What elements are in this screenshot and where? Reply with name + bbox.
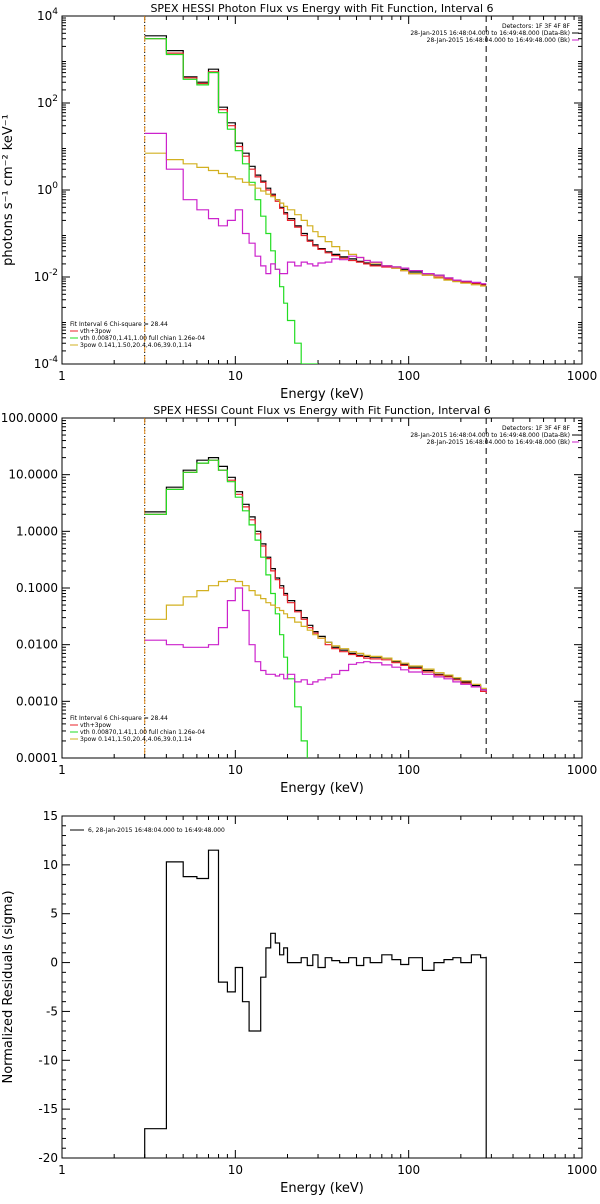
y-tick-label: 0.0100 [16,638,58,652]
fit-info-text: 3pow 0.141,1.50,20.4,4.06,39.0,1.14 [80,736,192,743]
plot-frame [61,417,583,759]
count-flux-chart: SPEX HESSI Count Flux vs Energy with Fit… [1,404,598,796]
series-line [144,459,308,758]
y-tick-label: 0 [50,956,58,970]
series-line [144,457,487,692]
y-axis-label: photons s⁻¹ cm⁻² keV⁻¹ [1,114,16,266]
fit-info-text: Fit Interval 6 Chi-square = 28.44 [70,321,168,328]
y-tick-label: 10-4 [34,355,59,371]
x-tick-label: 1 [58,763,66,777]
series-group [144,849,487,1158]
series-group [144,35,487,364]
fit-info-text: vth 0.00870,1.41,1.00 full chian 1.26e-0… [80,335,205,342]
y-tick-label: 10.0000 [8,468,58,482]
fit-info-text: 3pow 0.141,1.50,20.4,4.06,39.0,1.14 [80,342,192,349]
x-tick-label: 100 [397,763,420,777]
y-tick-label: 0.0010 [16,694,58,708]
plot-frame [61,815,583,1159]
chart-title: SPEX HESSI Photon Flux vs Energy with Fi… [150,2,493,15]
legend-label: 6, 28-Jan-2015 16:48:04.000 to 16:49:48.… [88,827,225,834]
y-tick-label: -10 [38,1053,58,1067]
y-tick-label: 10 [43,858,58,872]
chart-title: SPEX HESSI Count Flux vs Energy with Fit… [153,404,490,417]
annotation-text: 28-Jan-2015 16:48:04.000 to 16:49:48.000… [410,30,570,37]
y-tick-label: 1.0000 [16,524,58,538]
fit-info-text: vth+3pow [80,328,111,335]
annotation-text: 28-Jan-2015 16:48:04.000 to 16:49:48.000… [427,37,570,44]
series-line [144,849,487,1158]
annotation-text: Detectors: 1F 3F 4F 8F [502,23,571,30]
y-tick-label: 5 [50,907,58,921]
plot-frame [61,15,583,365]
series-line [144,38,487,286]
series-group [144,457,487,758]
x-axis-label: Energy (keV) [280,781,364,796]
y-axis-label: Normalized Residuals (sigma) [1,890,16,1083]
series-line [144,35,487,285]
y-tick-label: 0.0001 [16,751,58,765]
annotation-text: Detectors: 1F 3F 4F 8F [502,425,571,432]
series-line [144,132,487,285]
fit-info-text: vth+3pow [80,722,111,729]
x-tick-label: 1 [58,1163,66,1177]
series-line [144,459,487,694]
fit-info-text: vth 0.00870,1.41,1.00 full chian 1.26e-0… [80,729,205,736]
y-tick-label: 100.0000 [1,411,58,425]
series-line [144,152,487,287]
x-tick-label: 1000 [567,1163,598,1177]
annotation-text: 28-Jan-2015 16:48:04.000 to 16:49:48.000… [427,439,570,446]
x-axis-label: Energy (keV) [280,1181,364,1196]
x-tick-label: 10 [228,369,243,383]
y-tick-label: 104 [37,7,58,23]
x-tick-label: 100 [397,1163,420,1177]
y-tick-label: 0.1000 [16,581,58,595]
y-tick-label: -15 [38,1102,58,1116]
x-tick-label: 1000 [567,369,598,383]
y-tick-label: -20 [38,1151,58,1165]
y-tick-label: 15 [43,809,58,823]
x-tick-label: 10 [228,763,243,777]
x-tick-label: 1 [58,369,66,383]
fit-info-text: Fit Interval 6 Chi-square = 28.44 [70,715,168,722]
series-line [144,587,487,692]
residuals-chart: 1 10 100 1000 Energy (keV) 15 10 5 0 -5 -10 -15 -20 N… [1,809,597,1196]
series-line [144,38,318,364]
photon-flux-chart: SPEX HESSI Photon Flux vs Energy with Fi… [1,2,597,402]
x-tick-label: 1000 [567,763,598,777]
annotation-text: 28-Jan-2015 16:48:04.000 to 16:49:48.000… [410,432,570,439]
y-tick-label: 102 [37,94,58,110]
y-tick-label: 10-2 [34,268,58,284]
x-tick-label: 10 [228,1163,243,1177]
x-tick-label: 100 [397,369,420,383]
y-tick-label: -5 [46,1004,58,1018]
x-axis-label: Energy (keV) [280,387,364,402]
series-line [144,579,487,690]
y-tick-label: 100 [37,181,58,197]
